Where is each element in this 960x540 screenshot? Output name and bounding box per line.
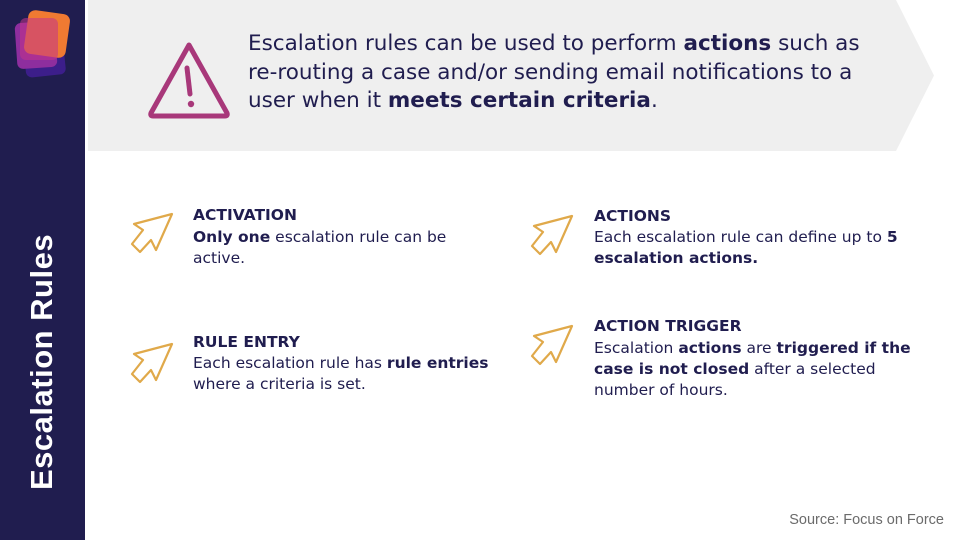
vertical-title: Escalation Rules xyxy=(24,233,59,490)
item-body: Each escalation rule has rule entries wh… xyxy=(193,353,493,395)
item-title: ACTIONS xyxy=(594,207,672,225)
item-body: Escalation actions are triggered if the … xyxy=(594,338,914,401)
arrow-cursor-icon xyxy=(530,324,574,366)
text-segment: Each escalation rule has xyxy=(193,354,387,372)
item-title: ACTIVATION xyxy=(193,206,297,224)
arrow-cursor-icon xyxy=(130,342,174,384)
text-segment: Escalation xyxy=(594,339,679,357)
emphasis-text: triggered if the case is not closed xyxy=(594,339,911,378)
item-body: Each escalation rule can define up to 5 … xyxy=(594,227,914,269)
text-segment: . xyxy=(650,88,658,113)
source-credit: Source: Focus on Force xyxy=(789,512,944,528)
emphasis-text: rule entries xyxy=(386,354,489,372)
emphasis-text: actions xyxy=(678,339,742,357)
logo-icon xyxy=(14,10,70,78)
text-segment: after a selected number of hours. xyxy=(594,360,876,399)
arrow-cursor-icon xyxy=(130,212,174,254)
emphasis-text: actions xyxy=(683,31,772,56)
emphasis-text: Only one xyxy=(193,228,271,246)
item-body: Only one escalation rule can be active. xyxy=(193,227,493,269)
banner-text: Escalation rules can be used to perform … xyxy=(248,30,888,116)
emphasis-text: 5 escalation actions. xyxy=(594,228,898,267)
emphasis-text: meets certain criteria xyxy=(387,88,651,113)
text-segment: Each escalation rule can define up to xyxy=(594,228,887,246)
item-title: RULE ENTRY xyxy=(193,333,300,351)
item-title: ACTION TRIGGER xyxy=(594,317,742,335)
text-segment: are xyxy=(741,339,777,357)
text-segment: escalation rule can be active. xyxy=(193,228,447,267)
text-segment: where a criteria is set. xyxy=(193,375,366,393)
text-segment: such as re-routing a case and/or sending… xyxy=(248,31,860,113)
sidebar: Escalation Rules xyxy=(0,0,85,540)
arrow-cursor-icon xyxy=(530,214,574,256)
text-segment: Escalation rules can be used to perform xyxy=(248,31,684,56)
warning-triangle-icon xyxy=(148,42,230,119)
banner xyxy=(88,0,934,151)
